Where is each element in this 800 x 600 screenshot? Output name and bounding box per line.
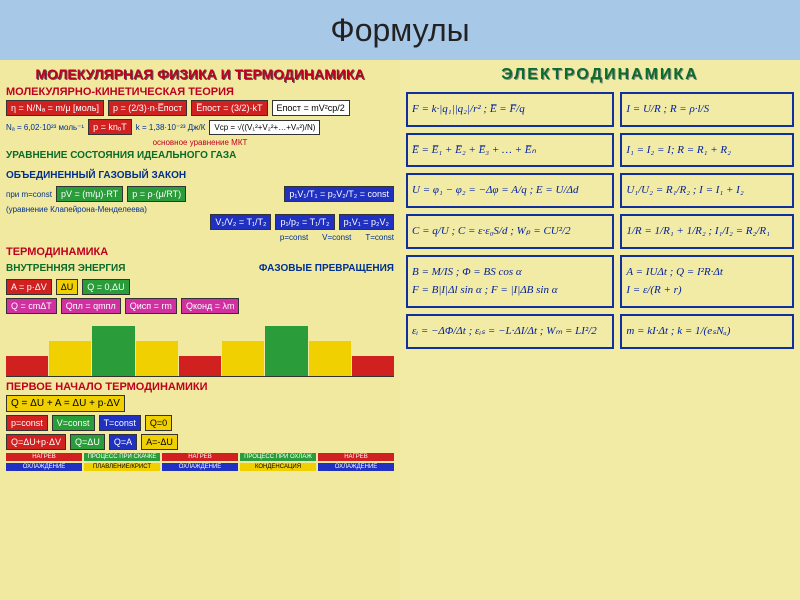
- formula-q-melt: Qпл = qmпл: [61, 298, 121, 314]
- formula-gaslaw-combined: p₁V₁/T₁ = p₂V₂/T₂ = const: [284, 186, 394, 202]
- mkt-note: основное уравнение МКТ: [6, 138, 394, 147]
- electrodynamics-panel: ЭЛЕКТРОДИНАМИКА F = k·|q₁||q₂|/r² ; E̅ =…: [400, 60, 800, 600]
- formula-parallel-u: U₁/U₂ = R₁/R₂ ; I = I₁ + I₂: [620, 173, 794, 208]
- res-p: Q=ΔU+p·ΔV: [6, 434, 66, 450]
- title-text: Формулы: [330, 12, 469, 49]
- formula-faraday-electrolysis: m = kI·Δt ; k = 1/(eₛNₐ): [620, 314, 794, 349]
- phase-bar: [352, 356, 394, 376]
- gaslaws-const-row: p=const V=const T=const: [6, 233, 394, 242]
- mass-const: при m=const: [6, 190, 52, 199]
- cycle-cell: ОХЛАЖДЕНИЕ: [162, 463, 238, 471]
- formula-q-du: Q = 0,ΔU: [82, 279, 129, 295]
- page-title: Формулы: [0, 0, 800, 60]
- ideal-headings: УРАВНЕНИЕ СОСТОЯНИЯ ИДЕАЛЬНОГО ГАЗА ОБЪЕ…: [6, 147, 394, 183]
- cycle-cell: КОНДЕНСАЦИЯ: [240, 463, 316, 471]
- formula-p-mkt: p = (2/3)·n·E̅пост: [108, 100, 187, 116]
- first-law-results: Q=ΔU+p·ΔV Q=ΔU Q=A A=-ΔU: [6, 434, 394, 450]
- formula-emf-induction: εᵢ = −ΔΦ/Δt ; εᵢₛ = −L·ΔI/Δt ; Wₘ = LI²/…: [406, 314, 614, 349]
- thermo-u-row: A = p·ΔV ΔU Q = 0,ΔU: [6, 279, 394, 295]
- cond-t: T=const: [99, 415, 141, 431]
- cycle-cell: ОХЛАЖДЕНИЕ: [6, 463, 82, 471]
- formula-pknt: p = knₒT: [88, 119, 132, 135]
- cycle-cell: ОХЛАЖДЕНИЕ: [318, 463, 394, 471]
- electro-grid: F = k·|q₁||q₂|/r² ; E̅ = F̅/q I = U/R ; …: [406, 92, 794, 349]
- formula-epost: E̅пост = (3/2)·kT: [191, 100, 267, 116]
- formula-q-evap: Qисп = rm: [125, 298, 177, 314]
- mkt-row2: Nₐ = 6,02·10²³ моль⁻¹ p = knₒT k = 1,38·…: [6, 119, 394, 135]
- formula-series: I₁ = I₂ = I; R = R₁ + R₂: [620, 133, 794, 168]
- gaslaws-row: V₁/V₂ = T₁/T₂ p₁/p₂ = T₁/T₂ p₁V₁ = p₂V₂: [6, 214, 394, 230]
- cycle-cell: НАГРЕВ: [6, 453, 82, 461]
- internal-energy-heading: ВНУТРЕННЯЯ ЭНЕРГИЯ: [6, 263, 125, 274]
- formula-coulomb: F = k·|q₁||q₂|/r² ; E̅ = F̅/q: [406, 92, 614, 127]
- formula-isotherm: p₁V₁ = p₂V₂: [339, 214, 394, 230]
- thermo-q-row: Q = cmΔT Qпл = qmпл Qисп = rm Qконд = λm: [6, 298, 394, 314]
- right-title: ЭЛЕКТРОДИНАМИКА: [406, 66, 794, 84]
- formula-du: ΔU: [56, 279, 79, 295]
- formula-work: A = p·ΔV: [6, 279, 52, 295]
- formula-ekin: Eпост = mV²ср/2: [272, 100, 350, 116]
- content-area: МОЛЕКУЛЯРНАЯ ФИЗИКА И ТЕРМОДИНАМИКА МОЛЕ…: [0, 60, 800, 600]
- phase-bar: [49, 341, 91, 376]
- cycle-cell: НАГРЕВ: [162, 453, 238, 461]
- phase-bar: [179, 356, 221, 376]
- first-law-row: Q = ΔU + A = ΔU + p·ΔV: [6, 395, 394, 412]
- phase-bar: [6, 356, 48, 376]
- na-const: Nₐ = 6,02·10²³ моль⁻¹: [6, 123, 84, 132]
- phase-bar: [92, 326, 134, 376]
- cond-v: V=const: [52, 415, 95, 431]
- formula-isobar: V₁/V₂ = T₁/T₂: [210, 214, 271, 230]
- cycle-cell: ПЛАВЛЕНИЕ/КРИСТ: [84, 463, 160, 471]
- formula-parallel-r: 1/R = 1/R₁ + 1/R₂ ; I₁/I₂ = R₂/R₁: [620, 214, 794, 249]
- k-const: k = 1,38·10⁻²³ Дж/К: [136, 123, 206, 132]
- first-law-conds: p=const V=const T=const Q=0: [6, 415, 394, 431]
- cycle-chart-row1: НАГРЕВПРОЦЕСС ПРИ СКАЧКЕНАГРЕВПРОЦЕСС ПР…: [6, 453, 394, 461]
- mkt-row1: η = N/Nₐ = m/μ [моль] p = (2/3)·n·E̅пост…: [6, 100, 394, 116]
- first-law-heading: ПЕРВОЕ НАЧАЛО ТЕРМОДИНАМИКИ: [6, 381, 394, 393]
- ideal-heading: УРАВНЕНИЕ СОСТОЯНИЯ ИДЕАЛЬНОГО ГАЗА: [6, 150, 236, 161]
- phase-bar: [222, 341, 264, 376]
- phase-bar: [309, 341, 351, 376]
- formula-eta: η = N/Nₐ = m/μ [моль]: [6, 100, 104, 116]
- cycle-cell: НАГРЕВ: [318, 453, 394, 461]
- ideal-row: при m=const pV = (m/μ)·RT p = ρ·(μ/RT) p…: [6, 186, 394, 202]
- thermo-heading: ТЕРМОДИНАМИКА: [6, 246, 394, 258]
- molecular-physics-panel: МОЛЕКУЛЯРНАЯ ФИЗИКА И ТЕРМОДИНАМИКА МОЛЕ…: [0, 60, 400, 600]
- phase-chart: [6, 317, 394, 377]
- formula-q-cond: Qконд = λm: [181, 298, 240, 314]
- phase-bar: [265, 326, 307, 376]
- cycle-cell: ПРОЦЕСС ПРИ СКАЧКЕ: [84, 453, 160, 461]
- formula-joule: A = IUΔt ; Q = I²R·Δt I = ε/(R + r): [620, 255, 794, 308]
- cycle-cell: ПРОЦЕСС ПРИ ОХЛАЖ: [240, 453, 316, 461]
- res-q0: A=-ΔU: [141, 434, 178, 450]
- formula-p-rho: p = ρ·(μ/RT): [127, 186, 186, 202]
- v-const-label: V=const: [322, 233, 351, 242]
- cycle-chart-row2: ОХЛАЖДЕНИЕПЛАВЛЕНИЕ/КРИСТОХЛАЖДЕНИЕКОНДЕ…: [6, 463, 394, 471]
- mkt-heading: МОЛЕКУЛЯРНО-КИНЕТИЧЕСКАЯ ТЕОРИЯ: [6, 86, 394, 98]
- formula-isochor: p₁/p₂ = T₁/T₂: [275, 214, 334, 230]
- formula-first-law: Q = ΔU + A = ΔU + p·ΔV: [6, 395, 125, 412]
- thermo-sub-row: ВНУТРЕННЯЯ ЭНЕРГИЯ ФАЗОВЫЕ ПРЕВРАЩЕНИЯ: [6, 260, 394, 276]
- t-const-label: T=const: [365, 233, 394, 242]
- formula-ohm: I = U/R ; R = ρ·l/S: [620, 92, 794, 127]
- cond-p: p=const: [6, 415, 48, 431]
- formula-magnetic: B = M/IS ; Φ = BS cos α F = B|I|Δl sin α…: [406, 255, 614, 308]
- res-v: Q=ΔU: [70, 434, 105, 450]
- formula-potential: U = φ₁ − φ₂ = −Δφ = A/q ; E = U/Δd: [406, 173, 614, 208]
- formula-vcr: Vср = √((V₁²+V₂²+…+Vₙ²)/N): [209, 120, 320, 135]
- formula-q-heat: Q = cmΔT: [6, 298, 57, 314]
- left-title: МОЛЕКУЛЯРНАЯ ФИЗИКА И ТЕРМОДИНАМИКА: [6, 66, 394, 82]
- formula-capacitance: C = q/U ; C = ε·ε₀S/d ; Wₚ = CU²/2: [406, 214, 614, 249]
- phase-heading: ФАЗОВЫЕ ПРЕВРАЩЕНИЯ: [259, 263, 394, 274]
- p-const-label: p=const: [280, 233, 308, 242]
- phase-bar: [136, 341, 178, 376]
- res-t: Q=A: [109, 434, 137, 450]
- clapeyron-note: (уравнение Клапейрона-Менделеева): [6, 205, 394, 214]
- cond-q0: Q=0: [145, 415, 172, 431]
- formula-pv-rt: pV = (m/μ)·RT: [56, 186, 123, 202]
- formula-superposition: E̅ = E̅₁ + E̅₂ + E̅₃ + … + E̅ₙ: [406, 133, 614, 168]
- gaslaws-heading: ОБЪЕДИНЕННЫЙ ГАЗОВЫЙ ЗАКОН: [6, 170, 186, 181]
